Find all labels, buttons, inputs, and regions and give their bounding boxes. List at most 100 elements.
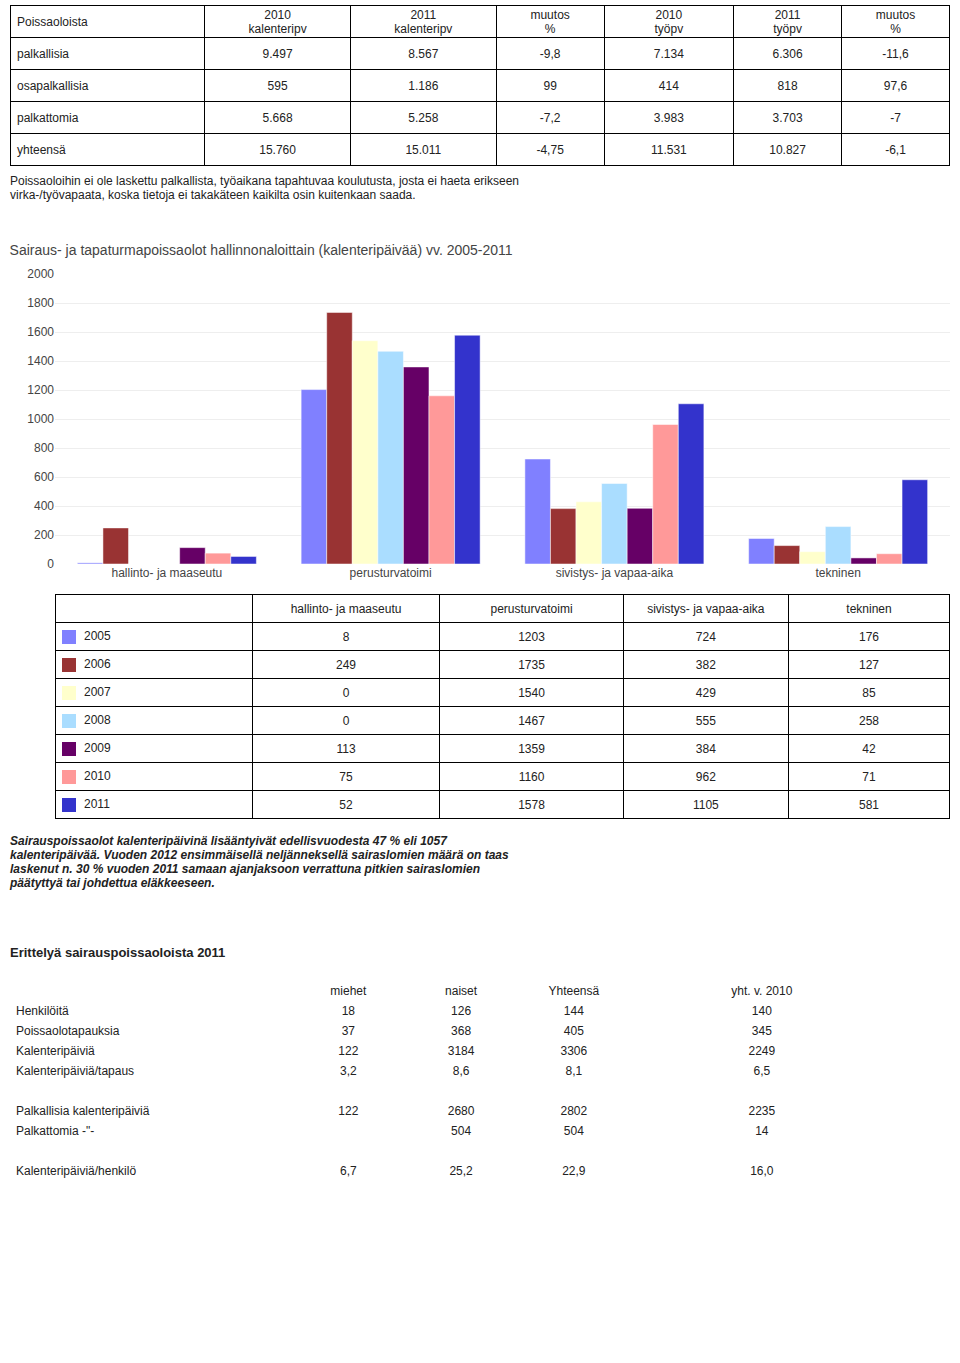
html-text:962: 962: [695, 769, 716, 784]
svg-text:1000: 1000: [27, 412, 54, 426]
html-text:126: 126: [451, 1004, 472, 1018]
html-text:113: 113: [336, 741, 356, 756]
html-text:-9,8: -9,8: [539, 46, 561, 61]
html-text:miehet: miehet: [330, 984, 367, 998]
html-text:perusturvatoimi: perusturvatoimi: [490, 601, 573, 616]
html-text:-6,1: -6,1: [885, 142, 906, 157]
html-text:osapalkallisia: osapalkallisia: [17, 78, 89, 93]
html-text:Poissaoloihin ei ole laskettu: Poissaoloihin ei ole laskettu palkallist…: [10, 174, 519, 202]
html-text:3.983: 3.983: [653, 110, 684, 125]
html-text:Henkilöitä: Henkilöitä: [16, 1004, 69, 1018]
html-text:1359: 1359: [518, 741, 545, 756]
html-text:176: 176: [859, 629, 879, 644]
html-text:7.134: 7.134: [653, 46, 684, 61]
svg-text:1400: 1400: [27, 354, 54, 368]
html-text:37: 37: [341, 1024, 355, 1038]
html-text:sivistys- ja vapaa-aika: sivistys- ja vapaa-aika: [647, 601, 765, 616]
html-text:144: 144: [563, 1004, 584, 1018]
html-text:5.258: 5.258: [408, 110, 439, 125]
html-text:75: 75: [339, 769, 353, 784]
html-text:595: 595: [267, 78, 288, 93]
html-text:yhteensä: yhteensä: [17, 142, 66, 157]
html-text:palkallisia: palkallisia: [17, 46, 69, 61]
html-text:2010: 2010: [84, 769, 111, 784]
svg-text:2000: 2000: [27, 267, 54, 281]
svg-text:0: 0: [47, 557, 54, 571]
html-text:tekninen: tekninen: [846, 601, 892, 616]
html-text:2009: 2009: [84, 741, 111, 756]
html-text:6.306: 6.306: [772, 46, 803, 61]
html-text:1735: 1735: [518, 657, 545, 672]
html-text:429: 429: [695, 685, 716, 700]
html-text:Erittelyä sairauspoissaoloista: Erittelyä sairauspoissaoloista 2011: [10, 945, 226, 960]
html-text:naiset: naiset: [445, 984, 478, 998]
svg-text:perusturvatoimi: perusturvatoimi: [350, 566, 432, 580]
html-text:1160: 1160: [518, 769, 545, 784]
html-text:2010 työpv: 2010 työpv: [654, 7, 684, 36]
html-text:52: 52: [339, 797, 353, 812]
html-text:muutos %: muutos %: [530, 7, 570, 36]
html-text:Poissaoloista: Poissaoloista: [17, 14, 88, 29]
html-text:2011: 2011: [84, 797, 110, 812]
svg-text:200: 200: [34, 528, 54, 542]
html-text:2010 kalenteripv: 2010 kalenteripv: [248, 7, 307, 36]
html-text:581: 581: [859, 797, 879, 812]
html-text:1105: 1105: [693, 797, 719, 812]
html-text:hallinto- ja maaseutu: hallinto- ja maaseutu: [290, 601, 402, 616]
svg-text:1200: 1200: [27, 383, 54, 397]
html-text:818: 818: [777, 78, 798, 93]
html-text:Yhteensä: Yhteensä: [548, 984, 600, 998]
svg-text:Sairaus- ja tapaturmapoissaolo: Sairaus- ja tapaturmapoissaolot hallinno…: [10, 242, 513, 258]
html-text:382: 382: [695, 657, 716, 672]
html-text:140: 140: [751, 1004, 772, 1018]
html-text:1.186: 1.186: [408, 78, 439, 93]
html-text:97,6: 97,6: [883, 78, 908, 93]
html-text:2005: 2005: [84, 629, 111, 644]
svg-text:1800: 1800: [27, 296, 54, 310]
svg-text:1600: 1600: [27, 325, 54, 339]
html-text:2006: 2006: [84, 657, 111, 672]
html-text:11.531: 11.531: [650, 142, 687, 157]
html-text:-4,75: -4,75: [536, 142, 564, 157]
html-text:yht. v. 2010: yht. v. 2010: [731, 984, 793, 998]
html-text:2008: 2008: [84, 713, 111, 728]
html-text:15.011: 15.011: [405, 142, 442, 157]
html-text:384: 384: [695, 741, 716, 756]
html-text:-7,2: -7,2: [539, 110, 561, 125]
svg-text:800: 800: [34, 441, 54, 455]
html-text:9.497: 9.497: [262, 46, 293, 61]
html-text:85: 85: [862, 685, 876, 700]
html-text:8.567: 8.567: [408, 46, 439, 61]
html-text:42: 42: [862, 741, 876, 756]
html-text:2011 kalenteripv: 2011 kalenteripv: [394, 7, 453, 36]
html-text:724: 724: [695, 629, 716, 644]
html-text:258: 258: [859, 713, 879, 728]
html-text:1467: 1467: [518, 713, 545, 728]
svg-text:sivistys- ja vapaa-aika: sivistys- ja vapaa-aika: [556, 566, 674, 580]
html-text:1578: 1578: [518, 797, 545, 812]
html-text:10.827: 10.827: [769, 142, 806, 157]
html-text:127: 127: [859, 657, 879, 672]
svg-text:hallinto- ja maaseutu: hallinto- ja maaseutu: [112, 566, 223, 580]
html-text:-11,6: -11,6: [882, 46, 909, 61]
html-text:Poissaolotapauksia: Poissaolotapauksia: [16, 1024, 120, 1038]
html-text:Sairauspoissaolot kalenteripäi: Sairauspoissaolot kalenteripäivinä lisää…: [10, 834, 509, 890]
html-text:2007: 2007: [84, 685, 111, 700]
html-text:2011 työpv: 2011 työpv: [773, 7, 802, 36]
html-text:5.668: 5.668: [262, 110, 293, 125]
html-text:palkattomia: palkattomia: [17, 110, 79, 125]
html-text:18: 18: [341, 1004, 355, 1018]
html-text:71: 71: [862, 769, 876, 784]
html-text:1203: 1203: [518, 629, 545, 644]
svg-text:400: 400: [34, 499, 54, 513]
html-text:1540: 1540: [518, 685, 545, 700]
html-text:99: 99: [543, 78, 557, 93]
html-text:414: 414: [658, 78, 679, 93]
svg-text:tekninen: tekninen: [815, 566, 860, 580]
html-text:249: 249: [336, 657, 356, 672]
html-text:15.760: 15.760: [259, 142, 296, 157]
html-text:3.703: 3.703: [772, 110, 803, 125]
html-text:555: 555: [695, 713, 716, 728]
svg-text:600: 600: [34, 470, 54, 484]
html-text:muutos %: muutos %: [875, 7, 916, 36]
